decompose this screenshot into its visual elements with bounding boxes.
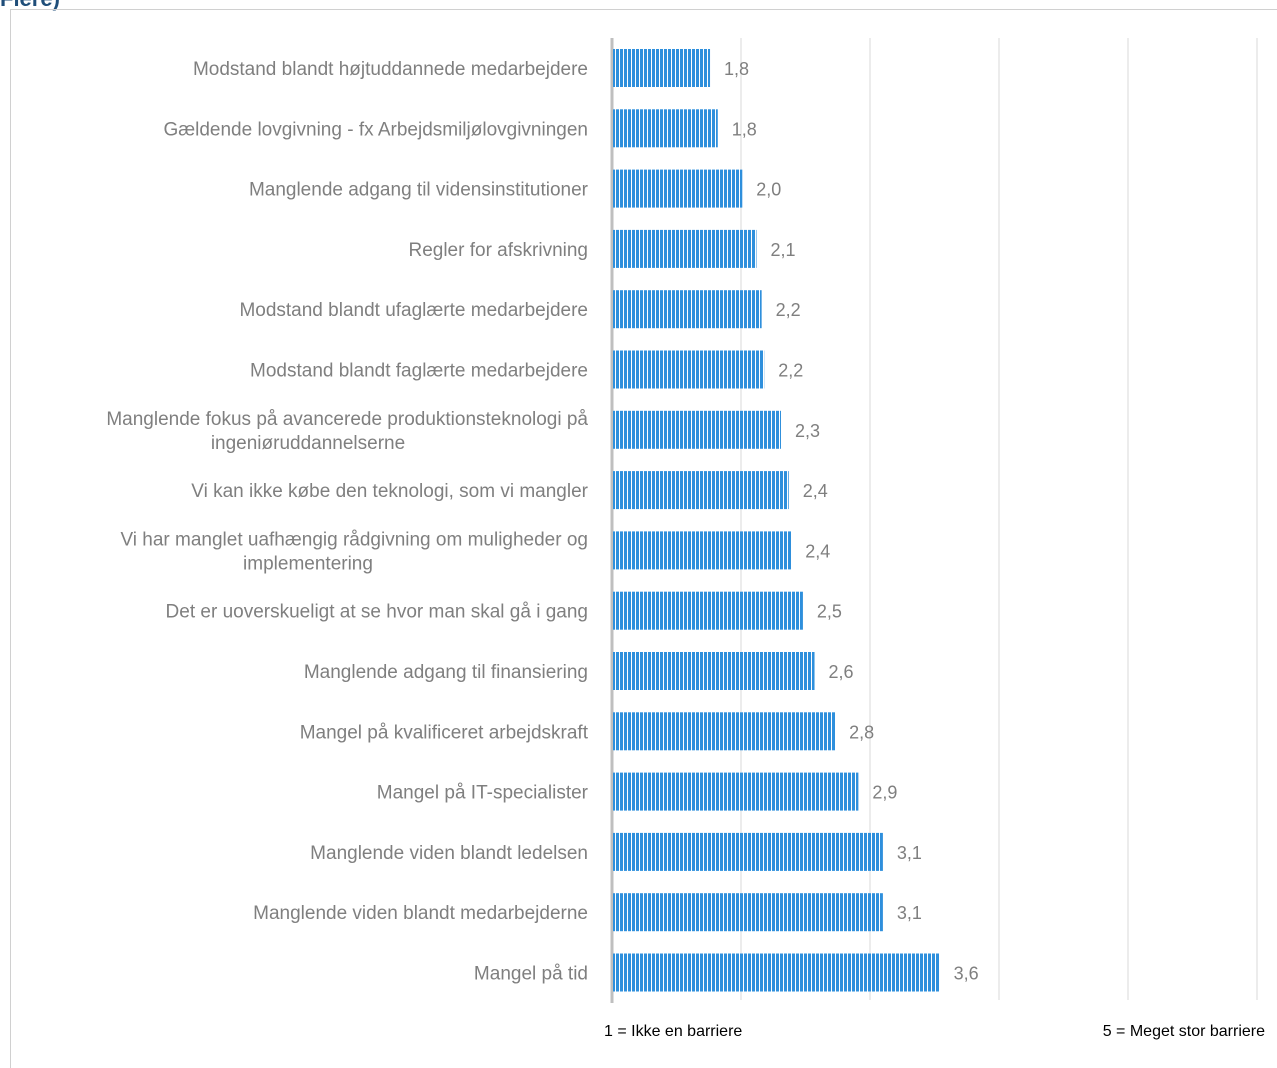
bar bbox=[613, 229, 757, 268]
bars bbox=[613, 49, 940, 992]
category-label: Manglende viden blandt medarbejderne bbox=[253, 903, 588, 924]
value-labels: 1,8 1,8 2,0 2,1 2,2 2,2 2,3 2,4 2,4 2,5 2,6 2,8 2,9 3… bbox=[724, 59, 979, 984]
value-label: 3,1 bbox=[897, 903, 922, 923]
category-label: Vi kan ikke købe den teknologi, som vi m… bbox=[191, 481, 588, 502]
bar bbox=[613, 169, 743, 208]
category-label: implementering bbox=[243, 553, 373, 574]
category-label: Modstand blandt højtuddannede medarbejde… bbox=[193, 59, 588, 80]
bar bbox=[613, 832, 883, 871]
bar bbox=[613, 712, 836, 751]
partial-title-text: Flere) bbox=[0, 0, 60, 12]
bar bbox=[613, 471, 789, 510]
value-label: 2,1 bbox=[770, 240, 795, 260]
category-label: Manglende adgang til vidensinstitutioner bbox=[249, 180, 589, 201]
value-label: 2,2 bbox=[776, 300, 801, 320]
category-label: Mangel på kvalificeret arbejdskraft bbox=[300, 722, 589, 743]
category-label: Manglende adgang til finansiering bbox=[304, 662, 588, 683]
bar bbox=[613, 893, 883, 932]
axis-note-right: 5 = Meget stor barriere bbox=[1103, 1023, 1265, 1040]
bar bbox=[613, 109, 718, 148]
bar bbox=[613, 591, 803, 630]
value-label: 2,4 bbox=[803, 481, 828, 501]
category-label: Manglende viden blandt ledelsen bbox=[310, 843, 588, 864]
category-label: Mangel på tid bbox=[474, 964, 588, 985]
bar bbox=[613, 652, 815, 690]
category-labels: Modstand blandt højtuddannede medarbejde… bbox=[106, 59, 588, 985]
value-label: 2,4 bbox=[805, 541, 830, 561]
bar bbox=[613, 49, 711, 87]
bar bbox=[613, 410, 781, 449]
category-label: Manglende fokus på avancerede produktion… bbox=[106, 409, 588, 430]
category-label: Modstand blandt faglærte medarbejdere bbox=[250, 361, 588, 382]
category-label: Vi har manglet uafhængig rådgivning om m… bbox=[120, 529, 588, 550]
value-label: 2,6 bbox=[829, 662, 854, 682]
value-label: 2,9 bbox=[872, 783, 897, 803]
category-label: Modstand blandt ufaglærte medarbejdere bbox=[239, 300, 588, 321]
value-label: 2,5 bbox=[817, 602, 842, 622]
value-label: 2,8 bbox=[849, 722, 874, 742]
value-label: 2,3 bbox=[795, 421, 820, 441]
bar bbox=[613, 290, 762, 329]
category-label: Mangel på IT-specialister bbox=[377, 783, 589, 804]
value-label: 1,8 bbox=[732, 119, 757, 139]
category-label: Det er uoverskueligt at se hvor man skal… bbox=[166, 602, 588, 623]
value-label: 3,1 bbox=[897, 843, 922, 863]
value-label: 2,0 bbox=[756, 180, 781, 200]
value-label: 3,6 bbox=[954, 964, 979, 984]
bar bbox=[613, 953, 940, 992]
axis-note-left: 1 = Ikke en barriere bbox=[604, 1023, 742, 1040]
bar bbox=[613, 531, 792, 570]
category-label: Regler for afskrivning bbox=[408, 240, 588, 261]
category-label: ingeniøruddannelserne bbox=[211, 433, 405, 454]
bar bbox=[613, 350, 765, 389]
chart-frame bbox=[10, 9, 1277, 1068]
category-label: Gældende lovgivning - fx Arbejdsmiljølov… bbox=[163, 119, 588, 140]
bar bbox=[613, 772, 859, 811]
value-label: 1,8 bbox=[724, 59, 749, 79]
value-label: 2,2 bbox=[778, 361, 803, 381]
